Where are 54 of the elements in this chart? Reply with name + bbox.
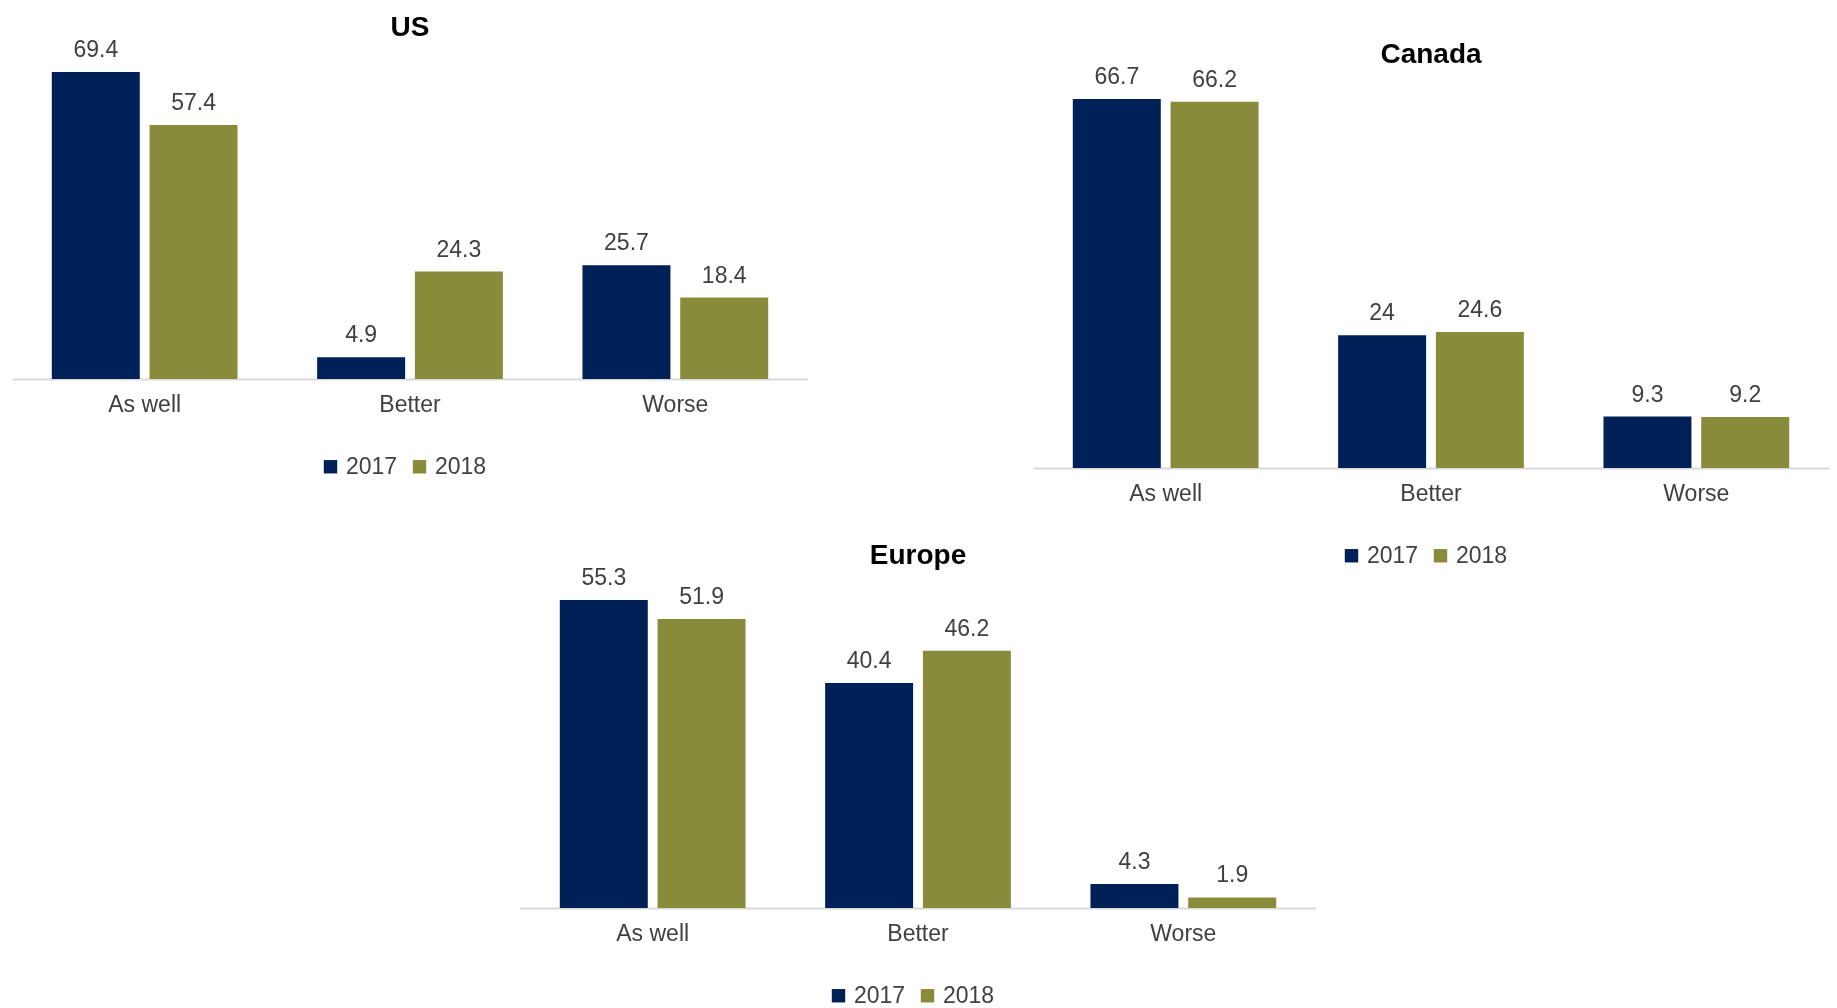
bar [51, 72, 140, 379]
legend-label: 2018 [943, 981, 995, 1008]
data-label: 9.2 [1729, 381, 1762, 408]
data-label: 40.4 [846, 646, 892, 673]
bar [922, 650, 1011, 908]
data-label: 55.3 [581, 564, 627, 590]
legend-label: 2017 [1367, 541, 1419, 568]
bar [149, 125, 238, 379]
legend-label: 2018 [435, 452, 487, 479]
x-tick-label: Better [887, 919, 950, 946]
data-label: 66.7 [1094, 63, 1140, 89]
x-tick-label: As well [108, 390, 182, 417]
bar [657, 618, 746, 908]
data-label: 18.4 [701, 261, 747, 288]
x-tick-label: As well [1129, 479, 1203, 506]
data-label: 24.3 [436, 235, 482, 262]
data-label: 1.9 [1216, 861, 1249, 888]
bar [680, 297, 769, 379]
x-tick-label: Worse [1150, 919, 1217, 946]
data-label: 69.4 [73, 36, 119, 62]
data-label: 57.4 [171, 89, 217, 116]
x-tick-label: Worse [1663, 479, 1730, 506]
data-label: 46.2 [944, 614, 990, 641]
x-tick-label: Worse [642, 390, 709, 417]
chart-title: US [390, 11, 430, 42]
bar [559, 600, 648, 908]
x-tick-label: Better [1400, 479, 1463, 506]
bar [1338, 335, 1427, 468]
data-label: 4.3 [1118, 848, 1151, 875]
bar [317, 357, 406, 379]
x-tick-label: Better [379, 390, 442, 417]
bar [1170, 101, 1259, 468]
data-label: 66.2 [1192, 65, 1237, 92]
bar [414, 271, 503, 379]
data-label: 51.9 [679, 582, 724, 609]
bar [1188, 897, 1277, 908]
bar [1090, 884, 1179, 908]
data-label: 25.7 [604, 229, 649, 256]
data-label: 4.9 [345, 321, 378, 348]
bar [1701, 417, 1790, 468]
legend-label: 2018 [1456, 541, 1508, 568]
bar [1603, 416, 1692, 468]
bar [582, 265, 671, 379]
bar [1072, 99, 1161, 468]
legend-label: 2017 [854, 981, 906, 1008]
data-label: 24.6 [1457, 295, 1503, 322]
data-label: 9.3 [1631, 380, 1664, 407]
data-label: 24 [1369, 299, 1396, 326]
chart-title: Europe [869, 539, 967, 570]
bar [825, 682, 914, 908]
bar [1435, 331, 1524, 468]
legend-label: 2017 [346, 452, 398, 479]
x-tick-label: As well [616, 919, 690, 946]
chart-title: Canada [1380, 38, 1482, 69]
